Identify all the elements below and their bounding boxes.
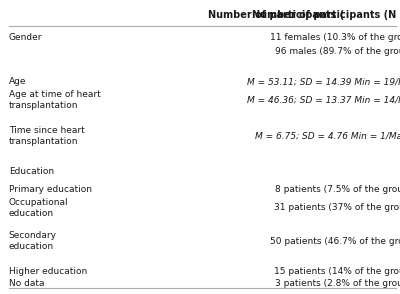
Text: M = 46.36; SD = 13.37 Min = 14/Max = 66: M = 46.36; SD = 13.37 Min = 14/Max = 66 [247,96,400,104]
Text: Time since heart
transplantation: Time since heart transplantation [9,126,84,146]
Text: 3 patients (2.8% of the group): 3 patients (2.8% of the group) [276,280,400,288]
Text: 50 patients (46.7% of the group): 50 patients (46.7% of the group) [270,236,400,245]
Text: M = 53.11; SD = 14.39 Min = 19/Max = 75: M = 53.11; SD = 14.39 Min = 19/Max = 75 [247,78,400,86]
Text: M = 6.75; SD = 4.76 Min = 1/Max = 24: M = 6.75; SD = 4.76 Min = 1/Max = 24 [255,131,400,141]
Text: Number of participants (N = 107): Number of participants (N = 107) [252,10,400,20]
Text: Secondary
education: Secondary education [9,231,57,251]
Text: No data: No data [9,280,44,288]
Text: Gender: Gender [9,33,42,41]
Text: Occupational
education: Occupational education [9,198,68,218]
Text: 15 patients (14% of the group): 15 patients (14% of the group) [274,266,400,275]
Text: 11 females (10.3% of the group): 11 females (10.3% of the group) [270,33,400,41]
Text: Age: Age [9,78,26,86]
Text: 31 patients (37% of the group): 31 patients (37% of the group) [274,203,400,213]
Text: 96 males (89.7% of the group): 96 males (89.7% of the group) [275,46,400,56]
Text: Education: Education [9,168,54,176]
Text: Higher education: Higher education [9,266,87,275]
Text: Age at time of heart
transplantation: Age at time of heart transplantation [9,90,100,110]
Text: 8 patients (7.5% of the group): 8 patients (7.5% of the group) [275,186,400,195]
Text: Number of participants (: Number of participants ( [208,10,344,20]
Text: Primary education: Primary education [9,186,92,195]
